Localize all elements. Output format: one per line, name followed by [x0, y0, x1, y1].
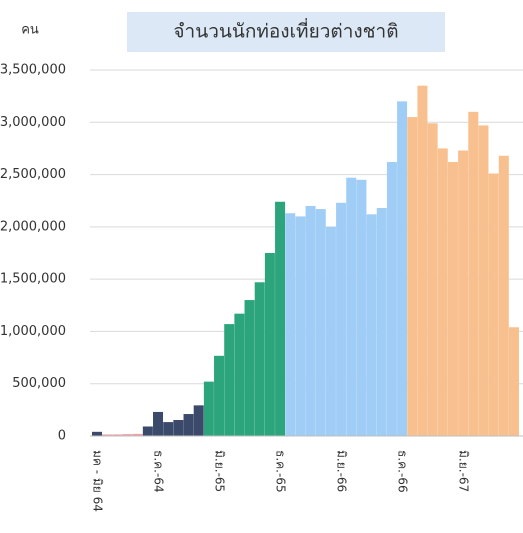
bar: [132, 433, 143, 436]
bar: [275, 201, 286, 436]
x-tick-label: ธ.ค.-66: [396, 450, 410, 493]
bar: [315, 209, 326, 436]
bar: [397, 101, 408, 436]
y-tick-label: 1,000,000: [0, 324, 66, 339]
bar: [112, 434, 123, 436]
bar: [183, 414, 194, 436]
bar: [305, 205, 316, 436]
bar: [508, 327, 519, 436]
x-tick-label: มค - มิย 64: [91, 450, 105, 512]
x-tick-label: ธ.ค.-64: [152, 450, 166, 493]
bar: [366, 214, 377, 436]
bar: [153, 411, 164, 436]
bar: [336, 202, 347, 436]
chart-title: จำนวนนักท่องเที่ยวต่างชาติ: [173, 18, 398, 43]
bar: [478, 125, 489, 437]
bar: [264, 253, 275, 436]
x-tick-label: มิ.ย.-66: [335, 450, 349, 492]
bar: [427, 123, 438, 437]
bar: [173, 420, 184, 436]
bar: [325, 226, 336, 436]
y-tick-label: 3,500,000: [0, 63, 66, 78]
bar: [234, 313, 245, 436]
bar: [244, 300, 255, 436]
bar: [346, 177, 357, 437]
bar: [437, 148, 448, 436]
bar: [285, 213, 296, 436]
bar: [92, 431, 102, 436]
y-axis-unit: คน: [21, 23, 39, 38]
bar: [356, 179, 367, 437]
bar: [193, 405, 204, 436]
y-tick-label: 2,500,000: [0, 167, 66, 182]
bar: [498, 155, 509, 436]
bar: [407, 117, 418, 437]
bar: [417, 85, 428, 436]
y-tick-label: 3,000,000: [0, 115, 66, 130]
y-tick-label: 0: [58, 429, 66, 444]
bar: [203, 381, 214, 436]
y-tick-label: 500,000: [12, 376, 66, 391]
bar: [376, 208, 387, 436]
bar: [458, 150, 469, 436]
x-tick-label: มิ.ย.-67: [457, 450, 471, 492]
bar: [214, 355, 225, 436]
bar: [386, 162, 397, 436]
y-tick-label: 2,000,000: [0, 219, 66, 234]
bar: [122, 434, 133, 436]
bar: [142, 426, 153, 436]
bar: [102, 434, 113, 436]
title-box: [127, 12, 445, 52]
bar: [468, 111, 479, 436]
bar: [488, 173, 499, 437]
x-tick-label: ธ.ค.-65: [274, 450, 288, 493]
bar: [224, 324, 235, 436]
x-tick-label: มิ.ย.-65: [213, 450, 227, 492]
bar: [447, 162, 458, 436]
bar: [295, 216, 306, 436]
y-tick-label: 1,500,000: [0, 272, 66, 287]
bar: [254, 282, 265, 436]
bar: [163, 422, 174, 436]
